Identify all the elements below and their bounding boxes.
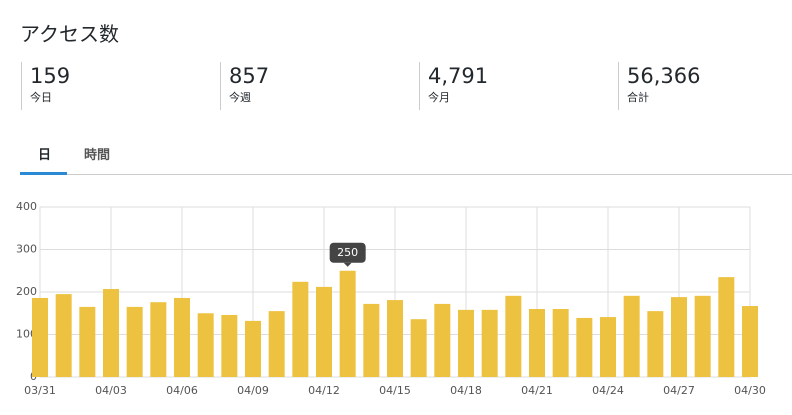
bar — [623, 295, 640, 377]
bar — [174, 297, 190, 377]
bar — [363, 303, 380, 377]
y-tick-label: 100 — [16, 328, 37, 341]
bar — [245, 320, 261, 377]
bar — [316, 286, 332, 377]
bar — [55, 294, 72, 377]
stat: 857 今週 — [220, 62, 269, 110]
tab[interactable]: 時間 — [84, 148, 111, 163]
stat-label: 今週 — [229, 91, 251, 104]
x-tick-label: 04/03 — [95, 384, 127, 397]
active-tab-indicator — [20, 172, 67, 175]
bar — [103, 289, 119, 377]
stat: 159 今日 — [21, 62, 70, 110]
tab[interactable]: 日 — [38, 148, 52, 163]
y-tick-label: 200 — [16, 285, 37, 298]
bar — [529, 309, 545, 377]
bar — [694, 295, 711, 377]
bar — [552, 309, 569, 377]
y-tick-label: 400 — [16, 200, 37, 213]
stat: 4,791 今月 — [419, 62, 488, 110]
bar — [576, 317, 593, 377]
bar — [292, 281, 309, 377]
x-tick-label: 04/06 — [166, 384, 198, 397]
y-tick-label: 300 — [16, 243, 37, 256]
bar — [505, 295, 522, 377]
bar — [742, 306, 758, 377]
bar — [126, 306, 143, 377]
x-tick-label: 04/27 — [663, 384, 695, 397]
bar — [647, 311, 664, 377]
page-title: アクセス数 — [20, 22, 119, 46]
stat-value: 4,791 — [428, 64, 489, 88]
bar — [671, 297, 687, 377]
bar — [221, 314, 238, 377]
tooltip-arrow — [343, 262, 352, 267]
bar — [718, 277, 735, 377]
bar — [410, 319, 427, 377]
stat-label: 今日 — [30, 91, 52, 104]
x-tick-label: 04/15 — [379, 384, 411, 397]
stat-value: 857 — [229, 64, 270, 88]
stat-value: 56,366 — [627, 64, 701, 88]
stat-label: 今月 — [428, 91, 450, 104]
bar — [434, 303, 451, 377]
bar — [387, 300, 403, 377]
bar — [458, 309, 474, 377]
x-tick-label: 04/24 — [592, 384, 624, 397]
x-tick-label: 04/12 — [308, 384, 340, 397]
bar — [339, 270, 356, 377]
bar — [600, 317, 616, 377]
x-tick-label: 04/18 — [450, 384, 482, 397]
bar — [32, 297, 48, 377]
x-tick-label: 04/09 — [237, 384, 269, 397]
bar — [79, 306, 96, 377]
x-tick-label: 04/30 — [734, 384, 766, 397]
bar — [481, 309, 498, 377]
tooltip-box — [329, 242, 366, 263]
tooltip-text: 250 — [337, 246, 358, 259]
x-tick-label: 03/31 — [24, 384, 56, 397]
tab-divider — [20, 174, 792, 175]
stat: 56,366 合計 — [618, 62, 700, 110]
bar — [268, 311, 285, 377]
x-tick-label: 04/21 — [521, 384, 553, 397]
bar — [150, 302, 167, 377]
stat-value: 159 — [30, 64, 71, 88]
bar — [197, 313, 214, 377]
stat-label: 合計 — [627, 91, 649, 104]
